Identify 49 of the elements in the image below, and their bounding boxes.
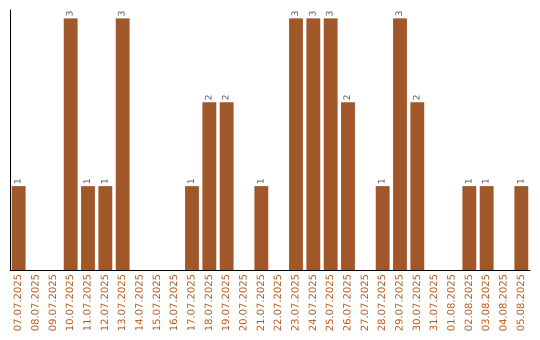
data-label: 2 — [204, 94, 214, 100]
x-tick-label: 21.07.2025 — [256, 274, 267, 332]
x-tick-label: 03.08.2025 — [481, 274, 492, 332]
x-tick-label: 19.07.2025 — [221, 274, 232, 332]
data-label: 2 — [222, 94, 232, 100]
data-label: 3 — [118, 10, 128, 16]
x-tick-label: 07.07.2025 — [13, 274, 24, 332]
data-label: 3 — [395, 10, 405, 16]
x-tick-label: 26.07.2025 — [342, 274, 354, 332]
x-tick-label: 29.07.2025 — [394, 274, 406, 332]
data-label: 1 — [100, 178, 110, 184]
x-tick-label: 12.07.2025 — [100, 274, 111, 332]
x-tick-label: 08.07.2025 — [30, 274, 42, 332]
x-tick-label: 23.07.2025 — [290, 274, 302, 332]
x-tick-label: 22.07.2025 — [273, 274, 284, 332]
x-tick-label: 09.07.2025 — [48, 274, 59, 332]
data-label: 1 — [187, 178, 197, 184]
data-label: 1 — [482, 178, 492, 184]
x-tick-label: 16.07.2025 — [169, 274, 180, 332]
x-tick-label: 17.07.2025 — [186, 274, 198, 332]
data-label: 3 — [326, 10, 336, 16]
x-tick-label: 15.07.2025 — [152, 274, 163, 332]
x-tick-label: 31.07.2025 — [429, 274, 440, 332]
data-label: 1 — [83, 178, 93, 184]
x-tick-label: 10.07.2025 — [65, 274, 76, 332]
data-label: 1 — [464, 178, 474, 184]
data-label: 1 — [516, 178, 526, 184]
data-label: 2 — [343, 94, 353, 100]
data-label: 1 — [14, 178, 24, 184]
x-tick-label: 01.08.2025 — [446, 274, 458, 332]
x-tick-label: 14.07.2025 — [134, 274, 146, 332]
data-label: 1 — [378, 178, 388, 184]
x-tick-label: 04.08.2025 — [498, 274, 510, 332]
x-tick-label: 05.08.2025 — [516, 274, 527, 332]
data-label: 3 — [66, 10, 76, 16]
x-tick-label: 13.07.2025 — [117, 274, 128, 332]
x-tick-label: 25.07.2025 — [325, 274, 336, 332]
x-tick-label: 18.07.2025 — [204, 274, 215, 332]
x-tick-label: 24.07.2025 — [308, 274, 319, 332]
data-label: 2 — [412, 94, 422, 100]
data-label: 3 — [308, 10, 318, 16]
x-tick-label: 11.07.2025 — [82, 274, 94, 332]
x-tick-label: 20.07.2025 — [238, 274, 250, 332]
data-label: 1 — [256, 178, 266, 184]
x-tick-label: 28.07.2025 — [377, 274, 388, 332]
x-tick-label: 30.07.2025 — [412, 274, 423, 332]
x-tick-label: 27.07.2025 — [360, 274, 371, 332]
x-tick-label: 02.08.2025 — [464, 274, 475, 332]
data-label: 3 — [291, 10, 301, 16]
